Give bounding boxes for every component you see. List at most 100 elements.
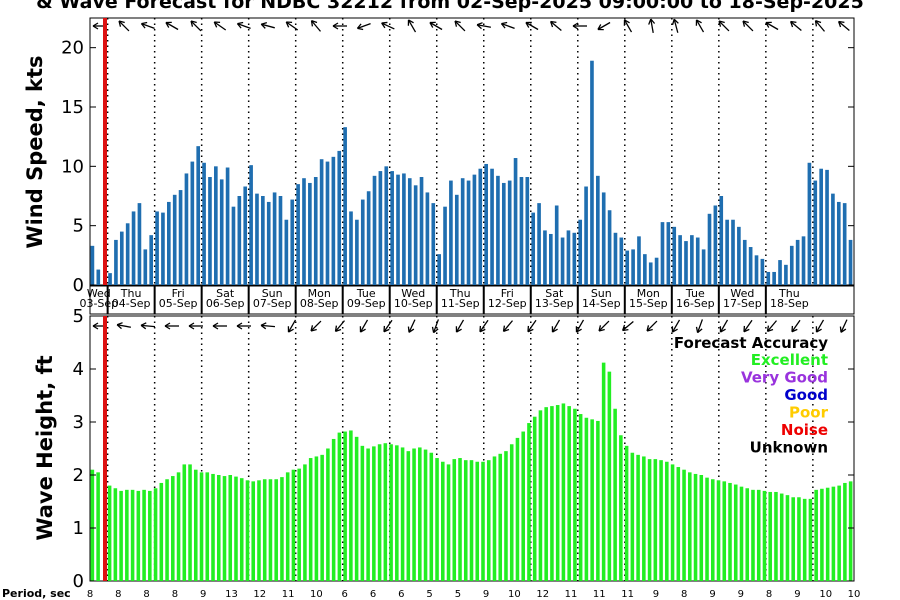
wind-bar: [784, 264, 788, 285]
wind-bar: [155, 211, 159, 285]
wind-bar: [131, 211, 136, 285]
wave-direction-arrow-icon: [188, 322, 203, 330]
wind-bar: [825, 169, 829, 285]
wind-bar: [249, 165, 253, 285]
wind-bar: [637, 236, 641, 285]
wave-bar: [308, 458, 313, 581]
day-date-label: 17-Sep: [723, 297, 762, 310]
wave-bar: [268, 479, 273, 581]
wave-bar: [222, 476, 227, 581]
wave-bar: [446, 464, 451, 581]
wind-bar: [684, 241, 688, 285]
wave-bar: [194, 469, 198, 581]
period-tick-label: 12: [253, 589, 266, 600]
day-date-label: 10-Sep: [394, 297, 433, 310]
wave-bar: [176, 472, 181, 581]
wind-bar: [208, 177, 212, 285]
wave-direction-arrow-icon: [164, 322, 179, 330]
wind-bar: [349, 211, 353, 285]
wind-bar: [290, 199, 295, 285]
y-tick-label: 4: [73, 359, 84, 380]
wave-bar: [785, 495, 790, 581]
wind-bar: [572, 232, 577, 285]
wind-bar: [125, 223, 130, 285]
period-tick-label: 6: [342, 589, 348, 600]
wave-direction-arrow-icon: [646, 320, 658, 332]
wind-day-gridlines: [106, 18, 814, 285]
wave-direction-arrow-icon: [310, 320, 322, 332]
wind-bar: [431, 203, 436, 285]
day-date-label: 12-Sep: [488, 297, 527, 310]
wave-bar: [107, 485, 112, 581]
wave-bar: [682, 469, 686, 581]
period-tick-label: 10: [819, 589, 832, 600]
day-weekday-label: Sun: [262, 287, 283, 300]
period-tick-label: 8: [172, 589, 178, 600]
wave-direction-arrow-icon: [598, 320, 610, 332]
wind-bar: [549, 233, 553, 285]
wave-bar: [130, 489, 135, 581]
wave-bar: [199, 472, 204, 581]
wave-bar: [756, 489, 761, 581]
day-weekday-label: Thu: [449, 287, 471, 300]
wave-bar: [596, 420, 600, 581]
wind-direction-arrow-icon: [671, 18, 679, 33]
wind-direction-arrow-icon: [838, 20, 850, 31]
wave-direction-arrows: [92, 319, 848, 334]
period-tick-label: 8: [681, 589, 687, 600]
wind-bar: [407, 178, 412, 285]
wind-bar: [96, 269, 101, 285]
wind-bar: [836, 201, 841, 285]
wave-bar: [452, 459, 457, 581]
wind-bar: [607, 210, 612, 285]
wind-direction-arrow-icon: [140, 21, 155, 30]
day-date-label: 08-Sep: [300, 297, 339, 310]
y-tick-label: 15: [61, 97, 84, 118]
period-tick-label: 9: [200, 589, 206, 600]
wave-bar: [831, 486, 836, 581]
wave-bar: [573, 408, 577, 581]
wind-bar: [108, 273, 112, 285]
period-tick-label: 5: [426, 589, 432, 600]
wind-bar: [660, 222, 665, 285]
wind-bar: [161, 212, 165, 285]
wind-bar: [460, 178, 465, 285]
period-tick-label: 8: [87, 589, 93, 600]
period-tick-label: 13: [225, 589, 238, 600]
wind-bar: [560, 237, 565, 285]
wind-bar: [202, 162, 206, 285]
wind-bar: [543, 230, 547, 285]
wave-direction-arrow-icon: [116, 322, 132, 330]
wave-bar: [262, 479, 267, 581]
wave-bar: [159, 482, 164, 581]
period-tick-label: 12: [536, 589, 549, 600]
day-date-label: 14-Sep: [582, 297, 621, 310]
period-tick-label: 11: [282, 589, 295, 600]
wind-bar: [167, 201, 171, 285]
wind-bar: [707, 213, 712, 285]
wave-direction-arrow-icon: [671, 319, 681, 333]
wind-bar: [284, 219, 289, 285]
wind-bar: [396, 174, 400, 285]
wave-bar: [171, 476, 175, 581]
wave-direction-arrow-icon: [766, 320, 777, 332]
wind-bar: [137, 203, 142, 285]
wave-bar: [90, 469, 95, 581]
wave-direction-arrow-icon: [260, 322, 276, 330]
wave-bar: [406, 451, 411, 581]
wind-bar: [690, 235, 694, 285]
wind-bar: [619, 237, 624, 285]
wave-bar: [676, 467, 681, 581]
y-tick-label: 0: [73, 275, 84, 296]
wave-direction-arrow-icon: [551, 319, 561, 333]
wave-direction-arrow-icon: [479, 319, 489, 333]
period-tick-label: 11: [593, 589, 606, 600]
wave-direction-arrow-icon: [431, 319, 440, 334]
day-date-label: 18-Sep: [770, 297, 809, 310]
wind-direction-arrow-icon: [695, 19, 705, 33]
wind-bar: [789, 245, 794, 285]
wind-bar: [172, 194, 177, 285]
wind-bar: [672, 226, 677, 285]
wave-bar: [642, 456, 646, 581]
wave-bar: [486, 460, 491, 581]
